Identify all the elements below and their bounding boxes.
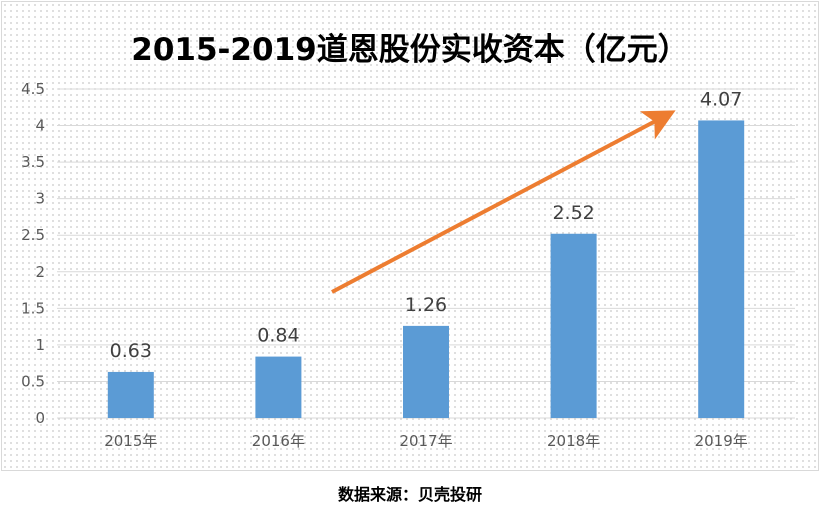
chart-title: 2015-2019道恩股份实收资本（亿元） xyxy=(131,32,689,68)
data-label: 0.84 xyxy=(257,325,299,347)
bar xyxy=(107,371,154,418)
y-tick-label: 0 xyxy=(35,409,45,427)
bar xyxy=(403,325,449,418)
y-tick-label: 4 xyxy=(35,117,45,135)
y-tick-label: 1 xyxy=(35,336,45,354)
data-label: 4.07 xyxy=(700,88,742,110)
bar xyxy=(255,356,302,418)
y-tick-label: 3.5 xyxy=(21,153,45,171)
y-tick-label: 2 xyxy=(35,263,45,281)
y-tick-label: 3 xyxy=(35,190,45,208)
data-source: 数据来源：贝壳投研 xyxy=(337,485,482,504)
x-tick-label: 2018年 xyxy=(547,432,600,450)
x-tick-label: 2015年 xyxy=(104,432,157,450)
x-tick-label: 2017年 xyxy=(399,432,452,450)
x-tick-label: 2019年 xyxy=(695,432,748,450)
bar xyxy=(698,120,745,418)
data-label: 0.63 xyxy=(110,340,152,362)
y-tick-label: 4.5 xyxy=(21,80,45,98)
x-tick-label: 2016年 xyxy=(252,432,305,450)
trend-arrow xyxy=(331,110,676,294)
data-label: 2.52 xyxy=(552,202,594,224)
data-label: 1.26 xyxy=(405,294,447,316)
y-tick-label: 2.5 xyxy=(21,226,45,244)
y-tick-label: 1.5 xyxy=(21,299,45,317)
y-tick-label: 0.5 xyxy=(21,372,45,390)
bar-chart: 0 0.5 1 1.5 2 2.5 3 3.5 4 4.5 0.63 0.84 1.26 2.52 4.0… xyxy=(21,80,795,450)
bar xyxy=(550,233,597,418)
